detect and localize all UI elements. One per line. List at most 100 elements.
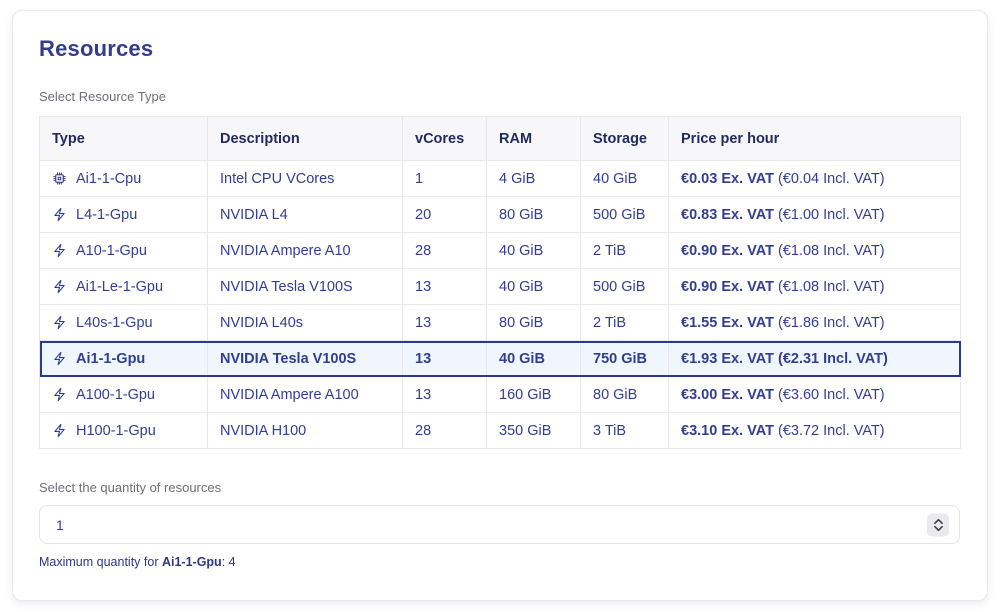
resource-type-name: A10-1-Gpu xyxy=(76,242,147,259)
resource-storage: 2 TiB xyxy=(580,304,669,341)
lightning-bolt-icon xyxy=(52,387,67,402)
resource-type-name: L4-1-Gpu xyxy=(76,206,138,223)
lightning-bolt-icon xyxy=(52,243,67,258)
resource-price: €1.93 Ex. VAT (€2.31 Incl. VAT) xyxy=(668,340,961,377)
price-incl-vat: (€3.60 Incl. VAT) xyxy=(773,386,885,403)
price-incl-vat: (€0.04 Incl. VAT) xyxy=(773,170,885,187)
resource-ram: 350 GiB xyxy=(486,412,581,449)
resource-vcores: 13 xyxy=(402,304,487,341)
resource-type-name: Ai1-1-Gpu xyxy=(76,350,146,367)
resource-table-body: Ai1-1-Cpu Intel CPU VCores 1 4 GiB 40 Gi… xyxy=(39,160,961,449)
resource-storage: 80 GiB xyxy=(580,376,669,413)
chevron-down-icon xyxy=(933,525,943,531)
resource-row[interactable]: Ai1-1-Cpu Intel CPU VCores 1 4 GiB 40 Gi… xyxy=(39,160,961,197)
column-header-ram: RAM xyxy=(486,116,581,161)
resource-price: €3.00 Ex. VAT (€3.60 Incl. VAT) xyxy=(668,376,961,413)
resource-vcores: 13 xyxy=(402,268,487,305)
resource-description: NVIDIA L4 xyxy=(207,196,403,233)
resource-type-name: L40s-1-Gpu xyxy=(76,314,153,331)
resource-vcores: 28 xyxy=(402,232,487,269)
resource-row[interactable]: H100-1-Gpu NVIDIA H100 28 350 GiB 3 TiB … xyxy=(39,412,961,449)
resource-ram: 40 GiB xyxy=(486,268,581,305)
resource-type-label: Select Resource Type xyxy=(39,89,166,104)
price-incl-vat: (€1.08 Incl. VAT) xyxy=(773,242,885,259)
lightning-bolt-icon xyxy=(52,351,67,366)
quantity-stepper[interactable] xyxy=(927,513,949,536)
resource-price: €0.90 Ex. VAT (€1.08 Incl. VAT) xyxy=(668,232,961,269)
resource-type-name: Ai1-Le-1-Gpu xyxy=(76,278,164,295)
lightning-bolt-icon xyxy=(52,207,67,222)
price-ex-vat: €0.90 Ex. VAT xyxy=(681,242,774,259)
price-ex-vat: €0.90 Ex. VAT xyxy=(681,278,774,295)
quantity-label: Select the quantity of resources xyxy=(39,480,222,495)
resource-price: €1.55 Ex. VAT (€1.86 Incl. VAT) xyxy=(668,304,961,341)
table-header-row: Type Description vCores RAM Storage Pric… xyxy=(39,116,961,161)
resource-ram: 80 GiB xyxy=(486,304,581,341)
column-header-storage: Storage xyxy=(580,116,669,161)
chevron-up-icon xyxy=(933,518,943,524)
price-ex-vat: €1.93 Ex. VAT xyxy=(681,350,774,367)
resource-vcores: 1 xyxy=(402,160,487,197)
column-header-description: Description xyxy=(207,116,403,161)
resource-row[interactable]: Ai1-Le-1-Gpu NVIDIA Tesla V100S 13 40 Gi… xyxy=(39,268,961,305)
resource-row[interactable]: L4-1-Gpu NVIDIA L4 20 80 GiB 500 GiB €0.… xyxy=(39,196,961,233)
lightning-bolt-icon xyxy=(52,279,67,294)
price-incl-vat: (€1.86 Incl. VAT) xyxy=(773,314,885,331)
resource-storage: 750 GiB xyxy=(580,340,669,377)
column-header-type: Type xyxy=(39,116,208,161)
resource-ram: 80 GiB xyxy=(486,196,581,233)
resource-price: €0.03 Ex. VAT (€0.04 Incl. VAT) xyxy=(668,160,961,197)
resource-ram: 40 GiB xyxy=(486,232,581,269)
resource-description: NVIDIA Tesla V100S xyxy=(207,268,403,305)
resource-type-name: Ai1-1-Cpu xyxy=(76,170,142,187)
resource-row[interactable]: A100-1-Gpu NVIDIA Ampere A100 13 160 GiB… xyxy=(39,376,961,413)
resource-description: NVIDIA Ampere A100 xyxy=(207,376,403,413)
max-quantity-resource: Ai1-1-Gpu xyxy=(161,555,222,569)
resource-table: Type Description vCores RAM Storage Pric… xyxy=(39,116,961,449)
price-ex-vat: €3.00 Ex. VAT xyxy=(681,386,774,403)
resource-price: €0.90 Ex. VAT (€1.08 Incl. VAT) xyxy=(668,268,961,305)
resource-description: NVIDIA L40s xyxy=(207,304,403,341)
column-header-price: Price per hour xyxy=(668,116,961,161)
resource-storage: 500 GiB xyxy=(580,268,669,305)
resource-ram: 4 GiB xyxy=(486,160,581,197)
page-title: Resources xyxy=(39,36,154,61)
quantity-field-wrap xyxy=(39,505,960,544)
column-header-vcores: vCores xyxy=(402,116,487,161)
cpu-chip-icon xyxy=(52,171,67,186)
resource-ram: 160 GiB xyxy=(486,376,581,413)
price-ex-vat: €3.10 Ex. VAT xyxy=(681,422,774,439)
resource-row[interactable]: L40s-1-Gpu NVIDIA L40s 13 80 GiB 2 TiB €… xyxy=(39,304,961,341)
price-ex-vat: €1.55 Ex. VAT xyxy=(681,314,774,331)
price-incl-vat: (€2.31 Incl. VAT) xyxy=(773,350,888,367)
resource-description: NVIDIA H100 xyxy=(207,412,403,449)
max-quantity-note: Maximum quantity for Ai1-1-Gpu: 4 xyxy=(39,555,236,569)
price-incl-vat: (€1.08 Incl. VAT) xyxy=(773,278,885,295)
resource-price: €0.83 Ex. VAT (€1.00 Incl. VAT) xyxy=(668,196,961,233)
resource-storage: 3 TiB xyxy=(580,412,669,449)
quantity-input[interactable] xyxy=(39,505,960,544)
lightning-bolt-icon xyxy=(52,315,67,330)
resource-vcores: 28 xyxy=(402,412,487,449)
lightning-bolt-icon xyxy=(52,423,67,438)
resource-storage: 40 GiB xyxy=(580,160,669,197)
resource-row[interactable]: A10-1-Gpu NVIDIA Ampere A10 28 40 GiB 2 … xyxy=(39,232,961,269)
resource-type-name: H100-1-Gpu xyxy=(76,422,156,439)
resource-type-name: A100-1-Gpu xyxy=(76,386,155,403)
resource-description: NVIDIA Tesla V100S xyxy=(207,340,403,377)
resources-panel: Resources Select Resource Type Type Desc… xyxy=(12,10,988,601)
resource-description: Intel CPU VCores xyxy=(207,160,403,197)
resource-vcores: 13 xyxy=(402,340,487,377)
resource-storage: 2 TiB xyxy=(580,232,669,269)
price-ex-vat: €0.83 Ex. VAT xyxy=(681,206,774,223)
resource-ram: 40 GiB xyxy=(486,340,581,377)
resource-price: €3.10 Ex. VAT (€3.72 Incl. VAT) xyxy=(668,412,961,449)
resource-row[interactable]: Ai1-1-Gpu NVIDIA Tesla V100S 13 40 GiB 7… xyxy=(39,340,961,377)
resource-vcores: 20 xyxy=(402,196,487,233)
price-incl-vat: (€1.00 Incl. VAT) xyxy=(773,206,885,223)
price-incl-vat: (€3.72 Incl. VAT) xyxy=(773,422,885,439)
resource-vcores: 13 xyxy=(402,376,487,413)
resource-storage: 500 GiB xyxy=(580,196,669,233)
resource-description: NVIDIA Ampere A10 xyxy=(207,232,403,269)
price-ex-vat: €0.03 Ex. VAT xyxy=(681,170,774,187)
